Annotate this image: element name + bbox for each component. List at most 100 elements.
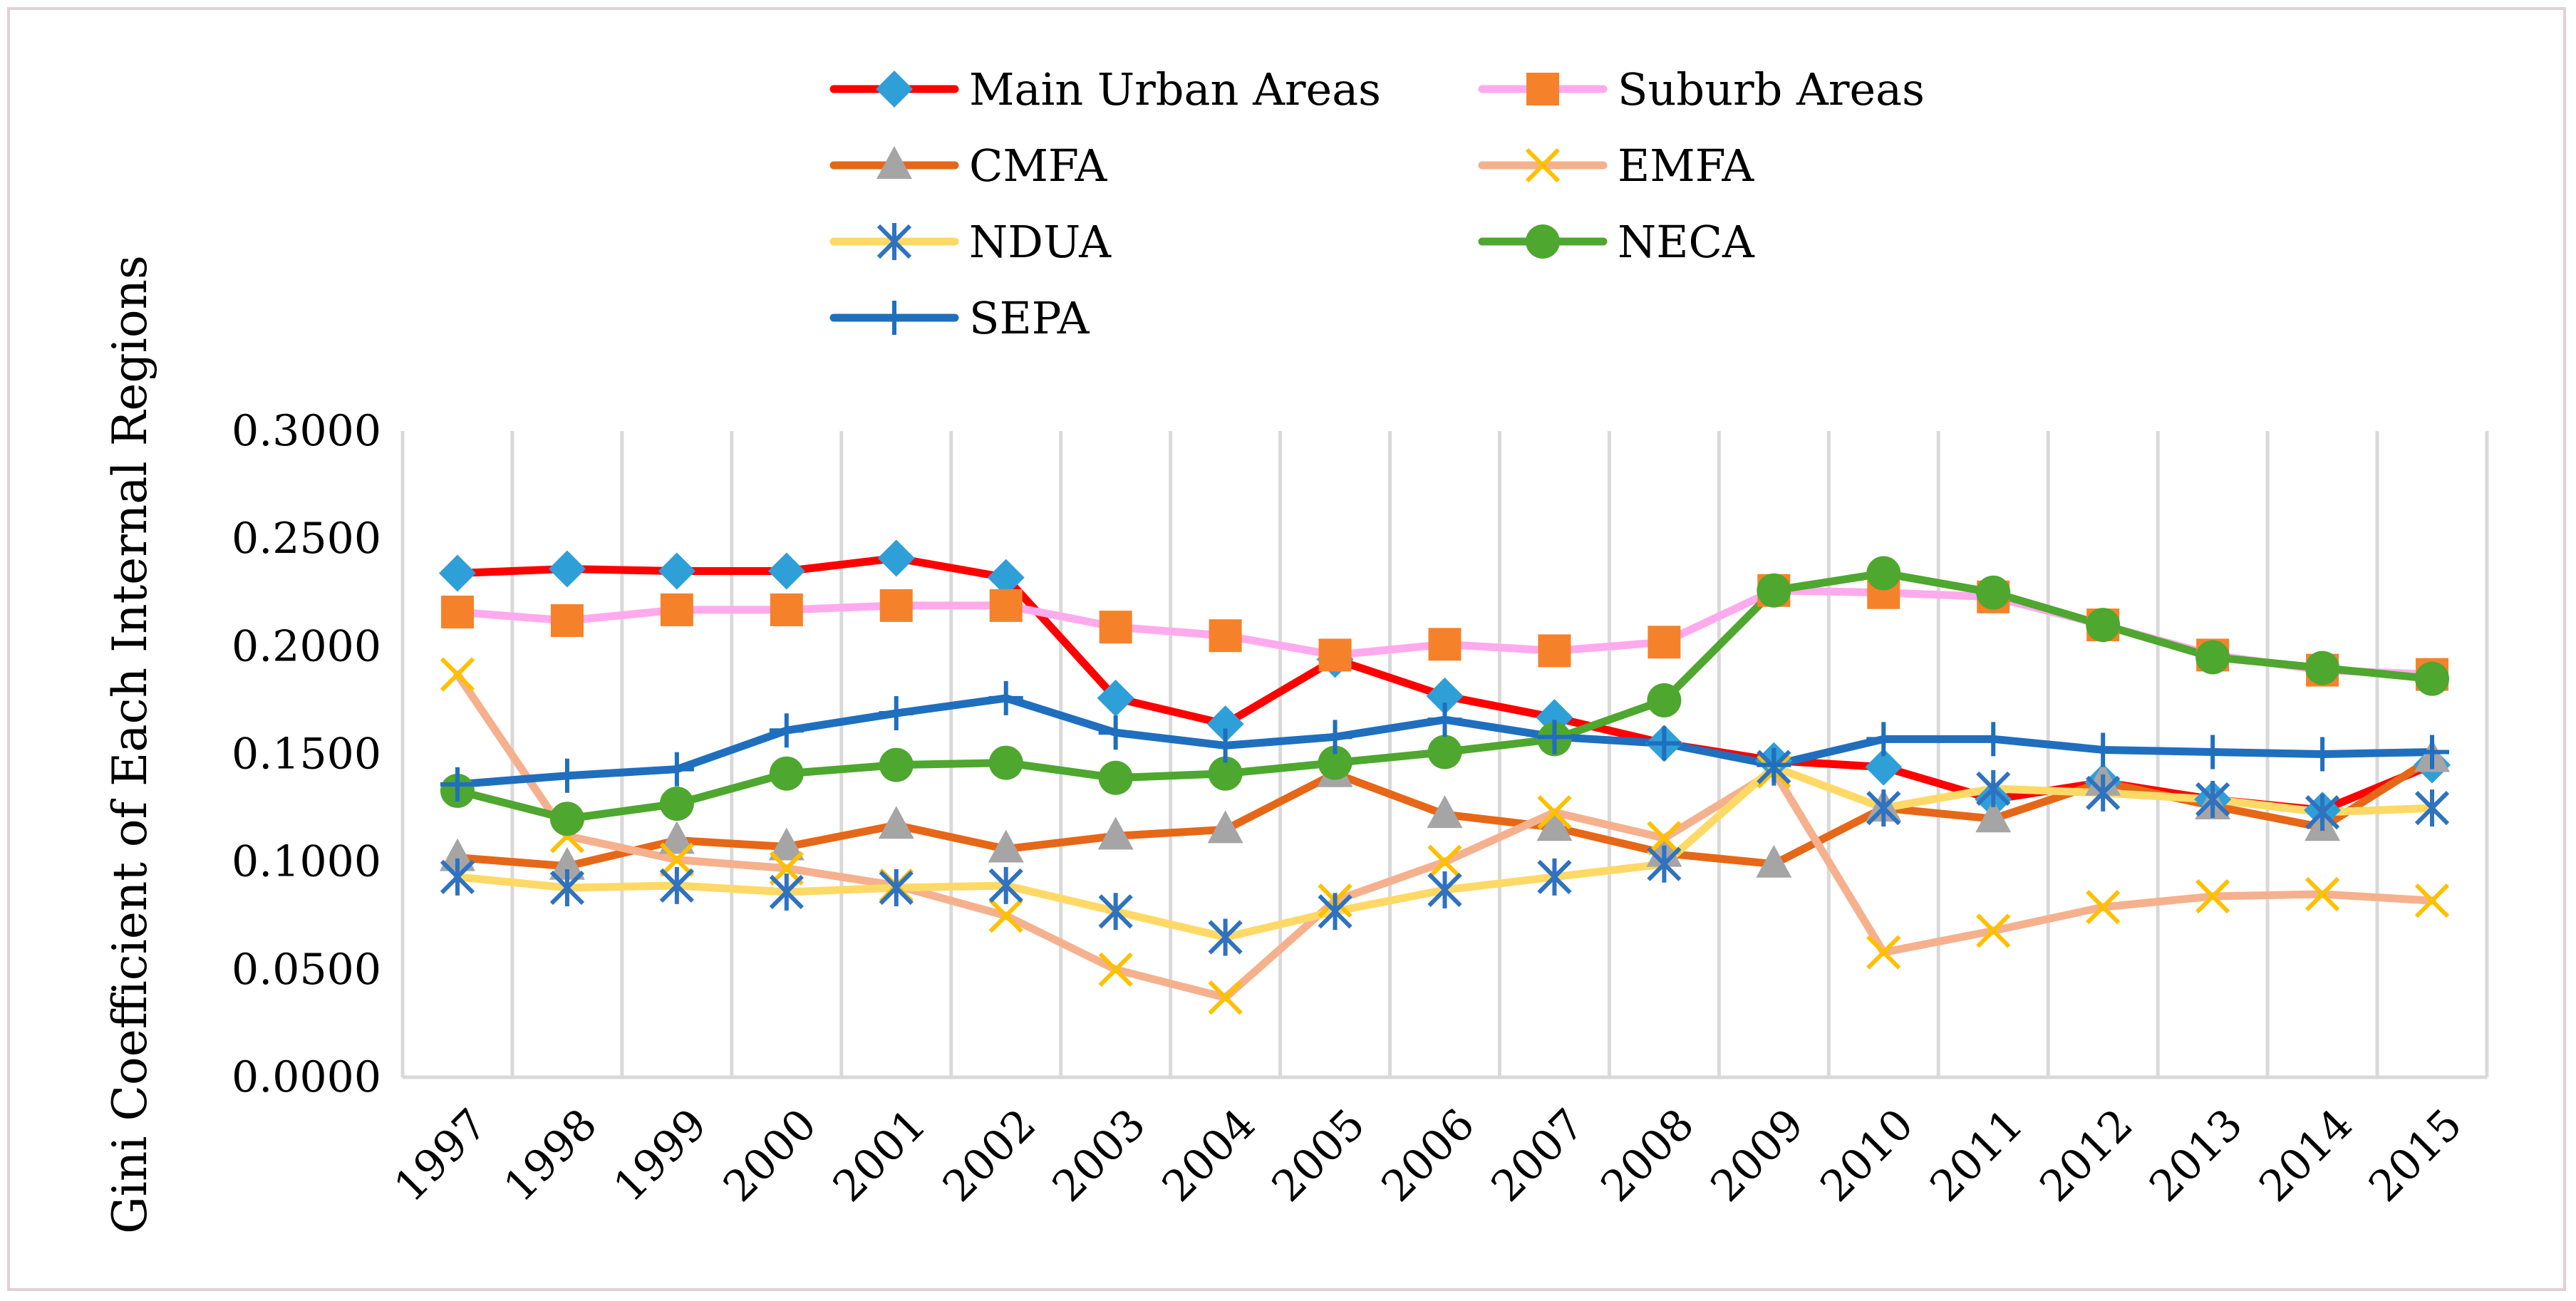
legend-label: SEPA [969, 292, 1090, 344]
data-point-ndua [1098, 893, 1133, 931]
x-tick-label: 2014 [2250, 1099, 2362, 1211]
y-tick-label: 0.3000 [232, 406, 381, 456]
data-point-sepa [879, 696, 914, 731]
data-point-emfa [2086, 890, 2121, 925]
x-tick-label: 2007 [1482, 1099, 1594, 1211]
data-point-emfa [988, 898, 1023, 933]
data-point-cmfa [1975, 799, 2012, 833]
data-point-neca [2195, 640, 2230, 675]
x-tick-label: 1999 [604, 1099, 716, 1211]
x-tick-label: 2011 [1920, 1099, 2032, 1211]
data-point-ndua [440, 858, 475, 896]
data-point-suburb-areas [1538, 634, 1571, 668]
series-line-ndua [453, 763, 2436, 941]
data-point-main-urban-areas [438, 554, 476, 592]
data-point-suburb-areas [440, 595, 474, 628]
x-tick-label: 2003 [1043, 1099, 1155, 1211]
data-point-emfa [1427, 844, 1462, 879]
data-point-sepa [659, 752, 694, 787]
legend-label: NECA [1618, 216, 1755, 268]
data-point-neca [1318, 745, 1352, 780]
data-point-sepa [1427, 703, 1462, 737]
data-point-sepa [2305, 737, 2340, 772]
data-point-ndua [1976, 769, 2011, 807]
x-tick-label: 2012 [2030, 1099, 2142, 1211]
data-point-cmfa [1427, 795, 1463, 829]
data-point-ndua [1537, 858, 1572, 896]
data-point-suburb-areas [1099, 611, 1132, 644]
data-point-cmfa [439, 838, 475, 871]
data-point-emfa [440, 657, 475, 692]
data-point-emfa [659, 842, 694, 877]
x-tick-label: 2013 [2140, 1099, 2252, 1211]
data-point-sepa [1318, 720, 1352, 755]
data-point-main-urban-areas [987, 559, 1025, 596]
data-point-main-urban-areas [1097, 679, 1134, 717]
data-point-cmfa [1207, 810, 1243, 844]
data-point-ndua [2305, 794, 2340, 831]
data-point-cmfa [1097, 817, 1134, 850]
data-point-emfa [1537, 795, 1572, 830]
legend-marker [1526, 73, 1559, 105]
data-point-sepa [1976, 722, 2011, 757]
legend-item-sepa: SEPA [829, 292, 1090, 344]
data-point-main-urban-areas [548, 550, 586, 588]
data-point-neca [2086, 608, 2121, 643]
data-point-neca [1976, 575, 2011, 610]
data-point-main-urban-areas [658, 552, 695, 590]
data-point-sepa [2086, 732, 2121, 767]
legend-marker [1525, 147, 1561, 183]
data-point-emfa [1208, 980, 1243, 1015]
data-point-ndua [1647, 845, 1682, 883]
data-point-sepa [440, 767, 475, 802]
data-point-sepa [1537, 720, 1572, 755]
y-tick-label: 0.1500 [232, 730, 381, 779]
data-point-neca [1757, 573, 1791, 608]
x-tick-label: 2009 [1701, 1099, 1813, 1211]
data-point-suburb-areas [1318, 638, 1352, 672]
legend-label: Suburb Areas [1618, 63, 1925, 115]
data-point-sepa [2195, 735, 2230, 769]
data-point-sepa [1098, 715, 1133, 750]
y-tick-label: 0.2500 [232, 514, 381, 564]
legend: Main Urban Areas Suburb Areas CMFA EMFA NDUA… [829, 63, 1925, 344]
legend-item-cmfa: CMFA [829, 140, 1108, 192]
legend-label: Main Urban Areas [969, 63, 1381, 115]
data-point-ndua [1427, 871, 1462, 908]
data-point-suburb-areas [1209, 619, 1242, 653]
data-point-cmfa [878, 806, 914, 839]
data-point-neca [988, 745, 1023, 780]
legend-item-suburb-areas: Suburb Areas [1478, 63, 1925, 115]
legend-item-main-urban-areas: Main Urban Areas [829, 63, 1381, 115]
x-tick-label: 2002 [933, 1099, 1045, 1211]
x-tick-label: 2001 [824, 1099, 936, 1211]
data-point-main-urban-areas [1426, 677, 1464, 715]
data-point-cmfa [768, 827, 805, 861]
y-axis-ticks: 0.0000 0.0500 0.1000 0.1500 0.2000 0.2500 0.30… [232, 406, 381, 1102]
x-tick-label: 2010 [1811, 1099, 1923, 1211]
data-point-emfa [1866, 935, 1901, 970]
y-tick-label: 0.2000 [232, 621, 381, 671]
data-point-neca [1098, 760, 1133, 795]
legend-label: CMFA [969, 140, 1108, 192]
data-point-neca [1208, 756, 1243, 791]
data-point-suburb-areas [770, 593, 803, 626]
data-point-emfa [2195, 878, 2230, 914]
data-point-emfa [1098, 952, 1133, 987]
data-point-neca [1647, 683, 1682, 717]
data-point-emfa [1647, 821, 1682, 856]
data-point-suburb-areas [1647, 626, 1681, 659]
data-point-emfa [1976, 913, 2011, 948]
data-point-emfa [2414, 883, 2450, 918]
data-point-neca [879, 747, 914, 782]
legend-marker [876, 71, 913, 108]
data-point-ndua [1208, 918, 1243, 956]
data-point-cmfa [1756, 844, 1792, 878]
data-point-neca [1866, 556, 1901, 591]
data-point-suburb-areas [879, 589, 913, 622]
data-point-sepa [769, 713, 804, 748]
data-point-ndua [2195, 780, 2230, 818]
data-point-main-urban-areas [877, 539, 915, 577]
data-point-main-urban-areas [1206, 705, 1244, 743]
